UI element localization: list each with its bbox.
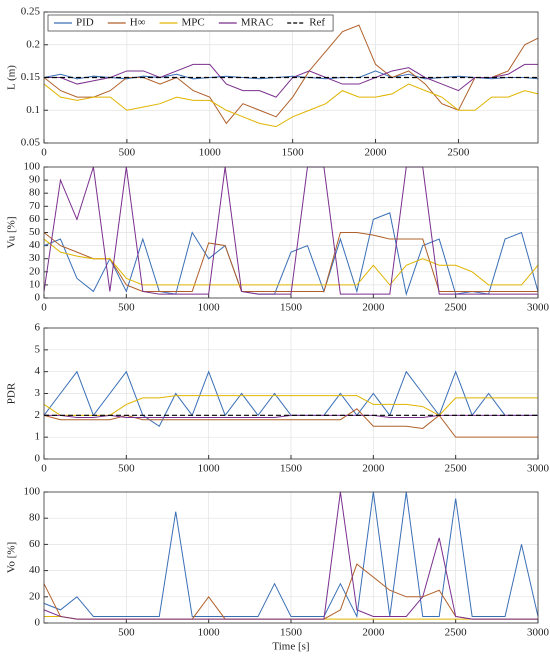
y-tick-label: 1 [35,431,41,443]
x-tick-label: 3000 [527,627,550,639]
series-line [43,70,539,80]
y-tick-label: 40 [29,239,41,251]
series-line [43,238,539,286]
y-tick-label: 60 [29,538,41,550]
x-tick-label: 2500 [445,302,468,314]
x-tick-label: 2500 [445,627,468,639]
y-tick-label: 100 [24,486,41,498]
x-tick-label: 1500 [282,147,305,159]
y-tick-label: 30 [29,252,41,264]
x-tick-label: 1000 [198,627,221,639]
x-tick-label: 3000 [527,463,550,475]
y-tick-label: 40 [29,564,41,576]
y-tick-label: 60 [29,213,41,225]
y-tick-label: 0 [35,617,41,629]
series-line [43,83,539,128]
y-tick-label: 4 [35,365,41,377]
x-tick-label: 1000 [198,463,221,475]
y-tick-label: 20 [29,265,41,277]
legend-label: MRAC [241,17,273,29]
y-tick-label: 90 [29,174,41,186]
legend-box [47,14,334,32]
y-tick-label: 0.2 [26,38,40,50]
y-tick-label: 0.1 [26,104,40,116]
y-tick-label: 70 [29,200,41,212]
x-tick-label: 2000 [362,302,385,314]
series-line [43,395,538,416]
x-tick-label: 2000 [362,463,385,475]
y-tick-label: 3 [35,387,41,399]
y-tick-label: 20 [29,590,41,602]
legend-label: PID [76,17,94,29]
x-tick-label: 1500 [280,627,303,639]
x-tick-label: 2000 [362,627,385,639]
plot-frame [43,327,539,460]
y-tick-label: 2 [35,409,41,421]
y-axis-label: PDR [6,382,18,404]
legend-label: MPC [182,17,205,29]
y-axis-label: Vu [%] [6,216,18,248]
y-tick-label: 0.15 [21,71,41,83]
y-tick-label: 5 [35,343,41,355]
x-tick-label: 0 [41,147,47,159]
y-tick-label: 6 [35,322,41,334]
y-tick-label: 0.05 [21,137,41,149]
plot-frame [43,491,539,624]
x-tick-label: 2000 [365,147,388,159]
series-line [43,491,538,620]
x-tick-label: 2500 [447,147,470,159]
y-tick-label: 0 [35,453,41,465]
x-tick-label: 2500 [445,463,468,475]
x-tick-label: 3000 [527,302,550,314]
y-tick-label: 0 [35,292,41,304]
x-tick-label: 0 [41,302,47,314]
y-tick-label: 80 [29,187,41,199]
plot-frame [43,166,539,299]
plot-frame [43,11,539,144]
x-tick-label: 500 [118,302,135,314]
x-tick-label: 500 [118,627,135,639]
x-axis-label: Time [s] [272,641,309,653]
legend-label: Ref [309,17,325,29]
x-tick-label: 1000 [198,302,221,314]
legend: PID H∞ MPC MRAC Ref [47,14,334,32]
y-tick-label: 0.25 [21,6,41,18]
series-line [43,491,539,619]
legend-label: H∞ [130,17,146,29]
y-tick-label: 80 [29,512,41,524]
y-tick-label: 100 [24,161,41,173]
y-tick-label: 50 [29,226,41,238]
x-tick-label: 1500 [280,463,303,475]
y-axis-label: Vo [%] [6,542,18,573]
x-tick-label: 500 [119,147,136,159]
x-tick-label: 1000 [199,147,222,159]
x-tick-label: 500 [118,463,135,475]
y-tick-label: 10 [29,278,41,290]
x-tick-label: 0 [41,463,47,475]
y-axis-label: L (m) [6,65,18,90]
x-tick-label: 1500 [280,302,303,314]
